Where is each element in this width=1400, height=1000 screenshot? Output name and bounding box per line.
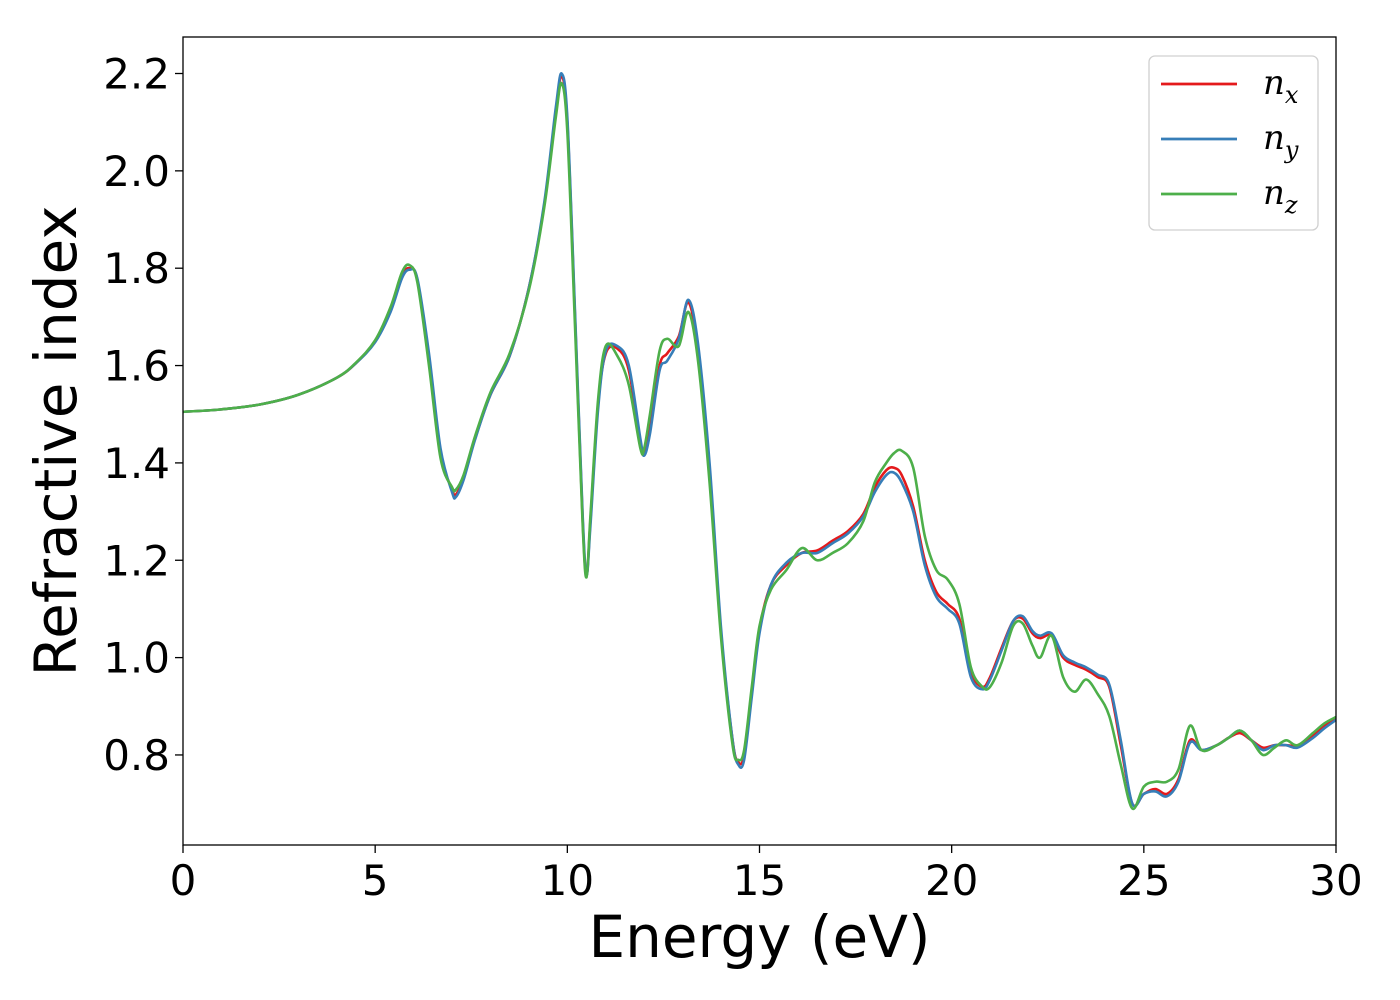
x-tick-label: 15	[733, 856, 786, 905]
y-tick-label: 1.8	[103, 244, 170, 293]
legend-label-y: ny	[1263, 118, 1299, 164]
y-tick-label: 2.2	[103, 50, 170, 99]
y-tick-label: 1.0	[103, 634, 170, 683]
x-tick-label: 20	[925, 856, 978, 905]
y-tick-label: 2.0	[103, 147, 170, 196]
y-tick-label: 0.8	[103, 731, 170, 780]
x-tick-label: 10	[541, 856, 594, 905]
x-axis-ticks: 0 5 10 15 20 25 30	[170, 845, 1363, 905]
legend-items: nx ny nz	[1161, 63, 1299, 219]
x-tick-label: 25	[1117, 856, 1170, 905]
y-axis-ticks: 0.8 1.0 1.2 1.4 1.6 1.8 2.0 2.2	[103, 50, 183, 780]
y-tick-label: 1.4	[103, 439, 170, 488]
x-tick-label: 30	[1309, 856, 1362, 905]
x-axis-label: Energy (eV)	[588, 903, 930, 971]
legend-frame	[1148, 55, 1319, 231]
y-tick-label: 1.2	[103, 536, 170, 585]
y-tick-label: 1.6	[103, 342, 170, 391]
legend-label-z: nz	[1263, 173, 1298, 219]
y-axis-label: Refractive index	[22, 205, 90, 676]
x-tick-label: 0	[170, 856, 197, 905]
series-line-z	[183, 81, 1336, 811]
series-layer	[183, 72, 1336, 811]
x-tick-label: 5	[362, 856, 389, 905]
legend-label-x: nx	[1263, 63, 1299, 109]
legend: nx ny nz	[1148, 55, 1319, 231]
